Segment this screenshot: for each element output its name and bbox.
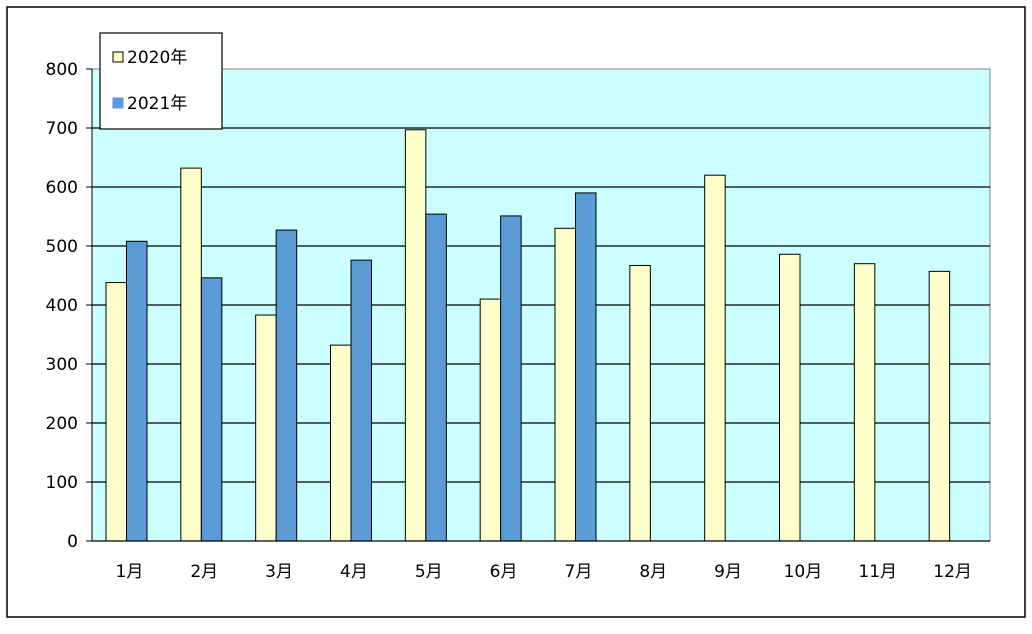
legend-swatch [112,97,124,109]
x-tick-label: 7月 [565,562,593,582]
bar-series-1 [479,298,502,542]
x-tick-label: 6月 [490,562,518,582]
bar-series-1 [853,263,876,542]
x-tick-label: 8月 [639,562,667,582]
x-tick-label: 3月 [265,562,293,582]
bar-series-1 [629,264,651,542]
y-tick-label: 300 [46,355,78,375]
bar-series-1 [180,167,202,542]
bar-series-2 [200,277,223,542]
bar-series-1 [255,314,277,542]
bar-series-1 [928,270,951,542]
bar-series-1 [330,344,352,542]
legend-label: 2020年 [127,48,187,68]
x-tick-label: 4月 [340,562,368,582]
x-tick-label: 1月 [116,562,144,582]
bar-series-1 [554,227,576,542]
bar-series-2 [350,259,372,542]
y-tick-label: 800 [46,60,78,80]
y-tick-label: 100 [46,473,78,493]
x-tick-label: 11月 [858,562,897,582]
y-axis: 0 100 200 300 400 500 600 700 800 [46,60,93,552]
y-tick-label: 0 [67,532,78,552]
legend-swatch [112,51,124,63]
y-tick-label: 200 [46,414,78,434]
grid-lines [92,127,990,483]
bar-series-2 [275,229,298,542]
x-tick-label: 10月 [784,562,823,582]
y-tick-label: 600 [46,178,78,198]
x-tick-label: 5月 [415,562,443,582]
legend-label: 2021年 [127,94,187,114]
x-axis: 1月 2月 3月 4月 5月 6月 7月 8月 9月 10月 11月 12月 [92,540,990,582]
bar-series-2 [575,192,597,542]
bar-series-1 [404,129,427,542]
bar-series-1 [704,174,726,542]
bar-series-2 [126,240,148,542]
bar-series-1 [105,282,127,542]
legend: 2020年 2021年 [99,32,223,130]
bar-series-1 [779,253,801,542]
bar-series-2 [500,215,522,542]
y-tick-label: 400 [46,296,78,316]
x-tick-label: 9月 [714,562,742,582]
y-tick-label: 700 [46,119,78,139]
legend-box [99,32,223,130]
x-tick-label: 12月 [933,562,972,582]
bars [105,129,951,542]
bar-series-2 [425,213,447,542]
x-tick-label: 2月 [190,562,218,582]
y-tick-label: 500 [46,237,78,257]
